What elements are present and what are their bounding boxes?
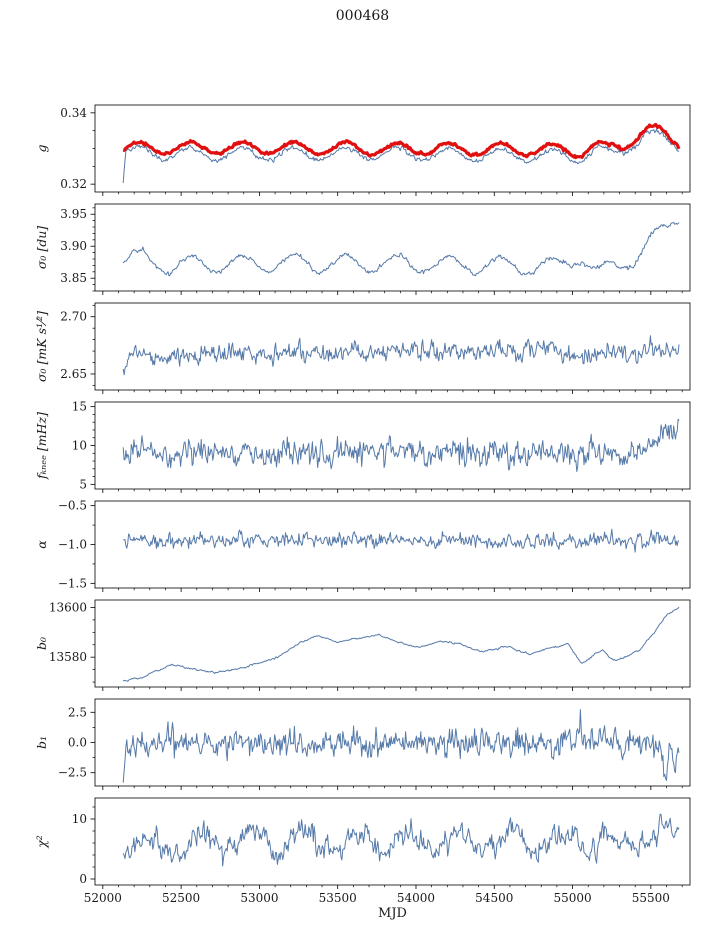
series-line-sigma0-mK [122, 335, 680, 376]
y-tick-label: 0 [79, 872, 87, 886]
x-tick-label: 54500 [475, 891, 513, 905]
y-tick-label: −1.5 [58, 576, 87, 590]
x-tick-label: 54000 [397, 891, 435, 905]
y-tick-label: 2.70 [60, 310, 87, 324]
series-line-sigma0-du [122, 221, 680, 277]
y-tick-label: −0.5 [58, 499, 87, 513]
series-line-g-raw [122, 128, 680, 183]
x-tick-label: 53000 [240, 891, 278, 905]
y-tick-label: 3.95 [60, 207, 87, 221]
panel-sigma0-du-border [94, 203, 691, 292]
series-line-b0 [122, 606, 680, 682]
y-tick-label: 10 [72, 439, 87, 453]
y-axis-label-b1: b₁ [34, 736, 49, 749]
series-line-chi2 [122, 813, 680, 867]
y-axis-label-sigma0-du: σ₀ [du] [34, 226, 49, 269]
y-tick-label: 10 [72, 812, 87, 826]
y-tick-label: 0.32 [60, 177, 87, 191]
panel-b0-border [94, 599, 691, 688]
y-axis-label-fknee: fₖₙₑₑ [mHz] [34, 412, 49, 480]
x-axis-title: MJD [378, 906, 407, 921]
series-line-alpha [122, 528, 679, 553]
y-tick-label: −1.0 [58, 538, 87, 552]
y-tick-label: 2.65 [60, 367, 87, 381]
y-axis-label-alpha: α [34, 540, 49, 549]
series-line-b1 [122, 709, 680, 783]
y-tick-label: 15 [72, 400, 87, 414]
series-line-g-model [122, 122, 681, 160]
y-tick-label: 3.90 [60, 239, 87, 253]
x-tick-label: 52000 [84, 891, 122, 905]
y-tick-label: 3.85 [60, 271, 87, 285]
series-line-fknee [122, 418, 680, 472]
x-tick-label: 53500 [319, 891, 357, 905]
panel-g-border [94, 104, 691, 193]
y-tick-label: 2.5 [68, 705, 87, 719]
y-axis-label-chi2: χ² [34, 835, 49, 849]
figure-title: 000468 [335, 8, 390, 24]
y-tick-label: 13580 [49, 650, 87, 664]
x-tick-label: 55000 [553, 891, 591, 905]
y-tick-label: −2.5 [58, 766, 87, 780]
y-tick-label: 13600 [49, 600, 87, 614]
panel-alpha-border [94, 500, 691, 589]
panel-chi2-border [94, 797, 691, 886]
y-axis-label-sigma0-mK: σ₀ [mK s¹⁄²] [34, 311, 49, 382]
y-axis-label-g: g [34, 144, 49, 152]
x-tick-label: 52500 [162, 891, 200, 905]
y-tick-label: 5 [79, 477, 87, 491]
y-tick-label: 0.34 [60, 106, 87, 120]
x-tick-label: 55500 [632, 891, 670, 905]
panel-sigma0-mK-border [94, 302, 691, 391]
y-axis-label-b0: b₀ [34, 637, 49, 650]
y-tick-label: 0.0 [68, 736, 87, 750]
panel-fknee-border [94, 401, 691, 490]
